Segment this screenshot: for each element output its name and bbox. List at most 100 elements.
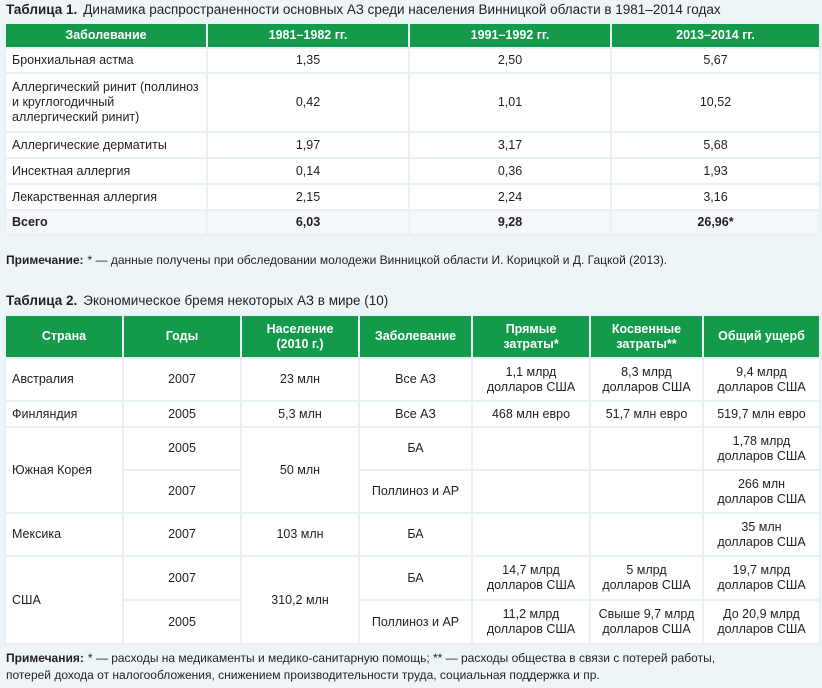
value-cell: 1,97 xyxy=(206,131,410,159)
value-cell: 5,68 xyxy=(610,131,821,159)
cost-line: долларов США xyxy=(486,379,576,394)
table-row: 2007 Поллиноз и АР 266 млн долларов США xyxy=(5,469,821,514)
header-line: (2010 г.) xyxy=(276,336,324,351)
table2-header-country: Страна xyxy=(4,314,124,359)
table2-header-total: Общий ущерб xyxy=(702,314,821,359)
table-row: Австралия 2007 23 млн Все АЗ 1,1 млрд дол… xyxy=(4,357,821,402)
table1-note: Примечание: * — данные получены при обсле… xyxy=(6,252,667,269)
cost-line: 8,3 млрд xyxy=(621,364,672,379)
year-cell: 2007 xyxy=(122,357,242,402)
disease-cell: БА xyxy=(358,426,473,471)
table-row: 2005 Поллиноз и АР 11,2 млрд долларов США… xyxy=(5,599,821,645)
cost-line: 1,78 млрд xyxy=(732,433,791,448)
country-cell: Южная Корея xyxy=(4,426,124,514)
total-cost-cell: 1,78 млрд долларов США xyxy=(702,426,821,471)
disease-name: Инсектная аллергия xyxy=(4,157,208,185)
table1-caption: Динамика распространенности основных АЗ … xyxy=(83,2,721,17)
table-row: Финляндия 2005 5,3 млн Все АЗ 468 млн ев… xyxy=(4,400,821,428)
disease-cell: БА xyxy=(358,512,473,557)
disease-name: Лекарственная аллергия xyxy=(4,183,208,211)
table-row: Лекарственная аллергия 2,15 2,24 3,16 xyxy=(4,183,821,211)
table-row: Инсектная аллергия 0,14 0,36 1,93 xyxy=(4,157,821,185)
table1-header-period-2: 1991–1992 гг. xyxy=(408,22,612,49)
table1-header-period-1: 1981–1982 гг. xyxy=(206,22,410,49)
table1-title: Таблица 1. Динамика распространенности ос… xyxy=(6,2,721,18)
table2-note: Примечания: * — расходы на медикаменты и … xyxy=(6,650,715,684)
cost-line: долларов США xyxy=(602,578,691,592)
year-cell: 2005 xyxy=(122,426,242,471)
cost-line: долларов США xyxy=(717,379,806,394)
cost-line: долларов США xyxy=(486,622,576,636)
year-cell: 2007 xyxy=(122,469,242,514)
table2-header-population: Население (2010 г.) xyxy=(240,314,360,359)
table2-header-direct: Прямые затраты* xyxy=(471,314,591,359)
year-cell: 2007 xyxy=(122,555,242,601)
header-line: Население xyxy=(266,321,334,336)
value-cell: 2,50 xyxy=(408,47,612,74)
indirect-cost-cell: 8,3 млрд долларов США xyxy=(589,357,704,402)
direct-cost-cell xyxy=(471,512,591,557)
table1-header-period-3: 2013–2014 гг. xyxy=(610,22,821,49)
table2-header-indirect: Косвенные затраты** xyxy=(589,314,704,359)
cost-line: долларов США xyxy=(717,578,806,592)
population-cell: 50 млн xyxy=(240,426,360,514)
direct-cost-cell: 1,1 млрд долларов США xyxy=(471,357,591,402)
value-cell: 5,67 xyxy=(610,47,821,74)
total-label: Всего xyxy=(4,209,208,236)
year-cell: 2007 xyxy=(122,512,242,557)
cost-line: долларов США xyxy=(602,379,691,394)
table1-header-row: Заболевание 1981–1982 гг. 1991–1992 гг. … xyxy=(4,22,821,49)
table2: Страна Годы Население (2010 г.) Заболеван… xyxy=(4,314,821,645)
cost-line: 19,7 млрд xyxy=(732,563,791,577)
value-cell: 1,93 xyxy=(610,157,821,185)
value-cell: 3,17 xyxy=(408,131,612,159)
value-cell: 0,14 xyxy=(206,157,410,185)
total-cost-cell: 266 млн долларов США xyxy=(702,469,821,514)
cost-line: 11,2 млрд xyxy=(502,607,560,621)
disease-name: Аллергический ринит (поллиноз и круглого… xyxy=(4,72,208,133)
table-row: Южная Корея 2005 50 млн БА 1,78 млрд долл… xyxy=(4,426,821,514)
cost-line: долларов США xyxy=(602,622,691,636)
country-cell: Финляндия xyxy=(4,400,124,428)
year-cell: 2005 xyxy=(122,400,242,428)
indirect-cost-cell: 5 млрд долларов США xyxy=(589,555,704,601)
table1-header-disease: Заболевание xyxy=(4,22,208,49)
cost-line: долларов США xyxy=(717,622,806,636)
total-cost-cell: 519,7 млн евро xyxy=(702,400,821,428)
table2-caption: Экономическое бремя некоторых АЗ в мире … xyxy=(83,293,389,308)
country-cell: Мексика xyxy=(4,512,124,557)
direct-cost-cell xyxy=(471,469,591,514)
year-cell: 2005 xyxy=(122,599,242,645)
disease-cell: Поллиноз и АР xyxy=(358,599,473,645)
note2-line2: потерей дохода от налогообложения, сниже… xyxy=(6,668,600,682)
cost-line: 9,4 млрд xyxy=(736,364,787,379)
note1-text: * — данные получены при обследовании мол… xyxy=(87,253,668,267)
indirect-cost-cell: 51,7 млн евро xyxy=(589,400,704,428)
table-row-total: Всего 6,03 9,28 26,96* xyxy=(4,209,821,236)
cost-line: 14,7 млрд xyxy=(502,563,560,577)
table2-title: Таблица 2. Экономическое бремя некоторых … xyxy=(6,293,388,309)
table-row: Бронхиальная астма 1,35 2,50 5,67 xyxy=(4,47,821,74)
cost-line: долларов США xyxy=(486,578,576,592)
header-line: затраты** xyxy=(616,336,677,351)
population-cell: 5,3 млн xyxy=(240,400,360,428)
total-cost-cell: 35 млн долларов США xyxy=(702,512,821,557)
direct-cost-cell: 14,7 млрд долларов США xyxy=(471,555,591,601)
value-cell: 0,36 xyxy=(408,157,612,185)
note2-line1: * — расходы на медикаменты и медико-сани… xyxy=(87,651,716,665)
disease-name: Бронхиальная астма xyxy=(4,47,208,74)
value-cell: 2,15 xyxy=(206,183,410,211)
cost-line: 266 млн xyxy=(737,476,786,491)
cost-line: 35 млн xyxy=(741,519,782,534)
disease-cell: Все АЗ xyxy=(358,357,473,402)
table-row: Мексика 2007 103 млн БА 35 млн долларов С… xyxy=(4,512,821,557)
table1: Заболевание 1981–1982 гг. 1991–1992 гг. … xyxy=(4,22,821,236)
header-line: затраты* xyxy=(503,336,559,351)
table-row: Аллергические дерматиты 1,97 3,17 5,68 xyxy=(4,131,821,159)
disease-cell: БА xyxy=(358,555,473,601)
value-cell: 2,24 xyxy=(408,183,612,211)
table-row: США 2007 310,2 млн БА 14,7 млрд долларов … xyxy=(4,555,821,645)
population-cell: 23 млн xyxy=(240,357,360,402)
total-cost-cell: До 20,9 млрд долларов США xyxy=(702,599,821,645)
country-cell: США xyxy=(4,555,124,645)
